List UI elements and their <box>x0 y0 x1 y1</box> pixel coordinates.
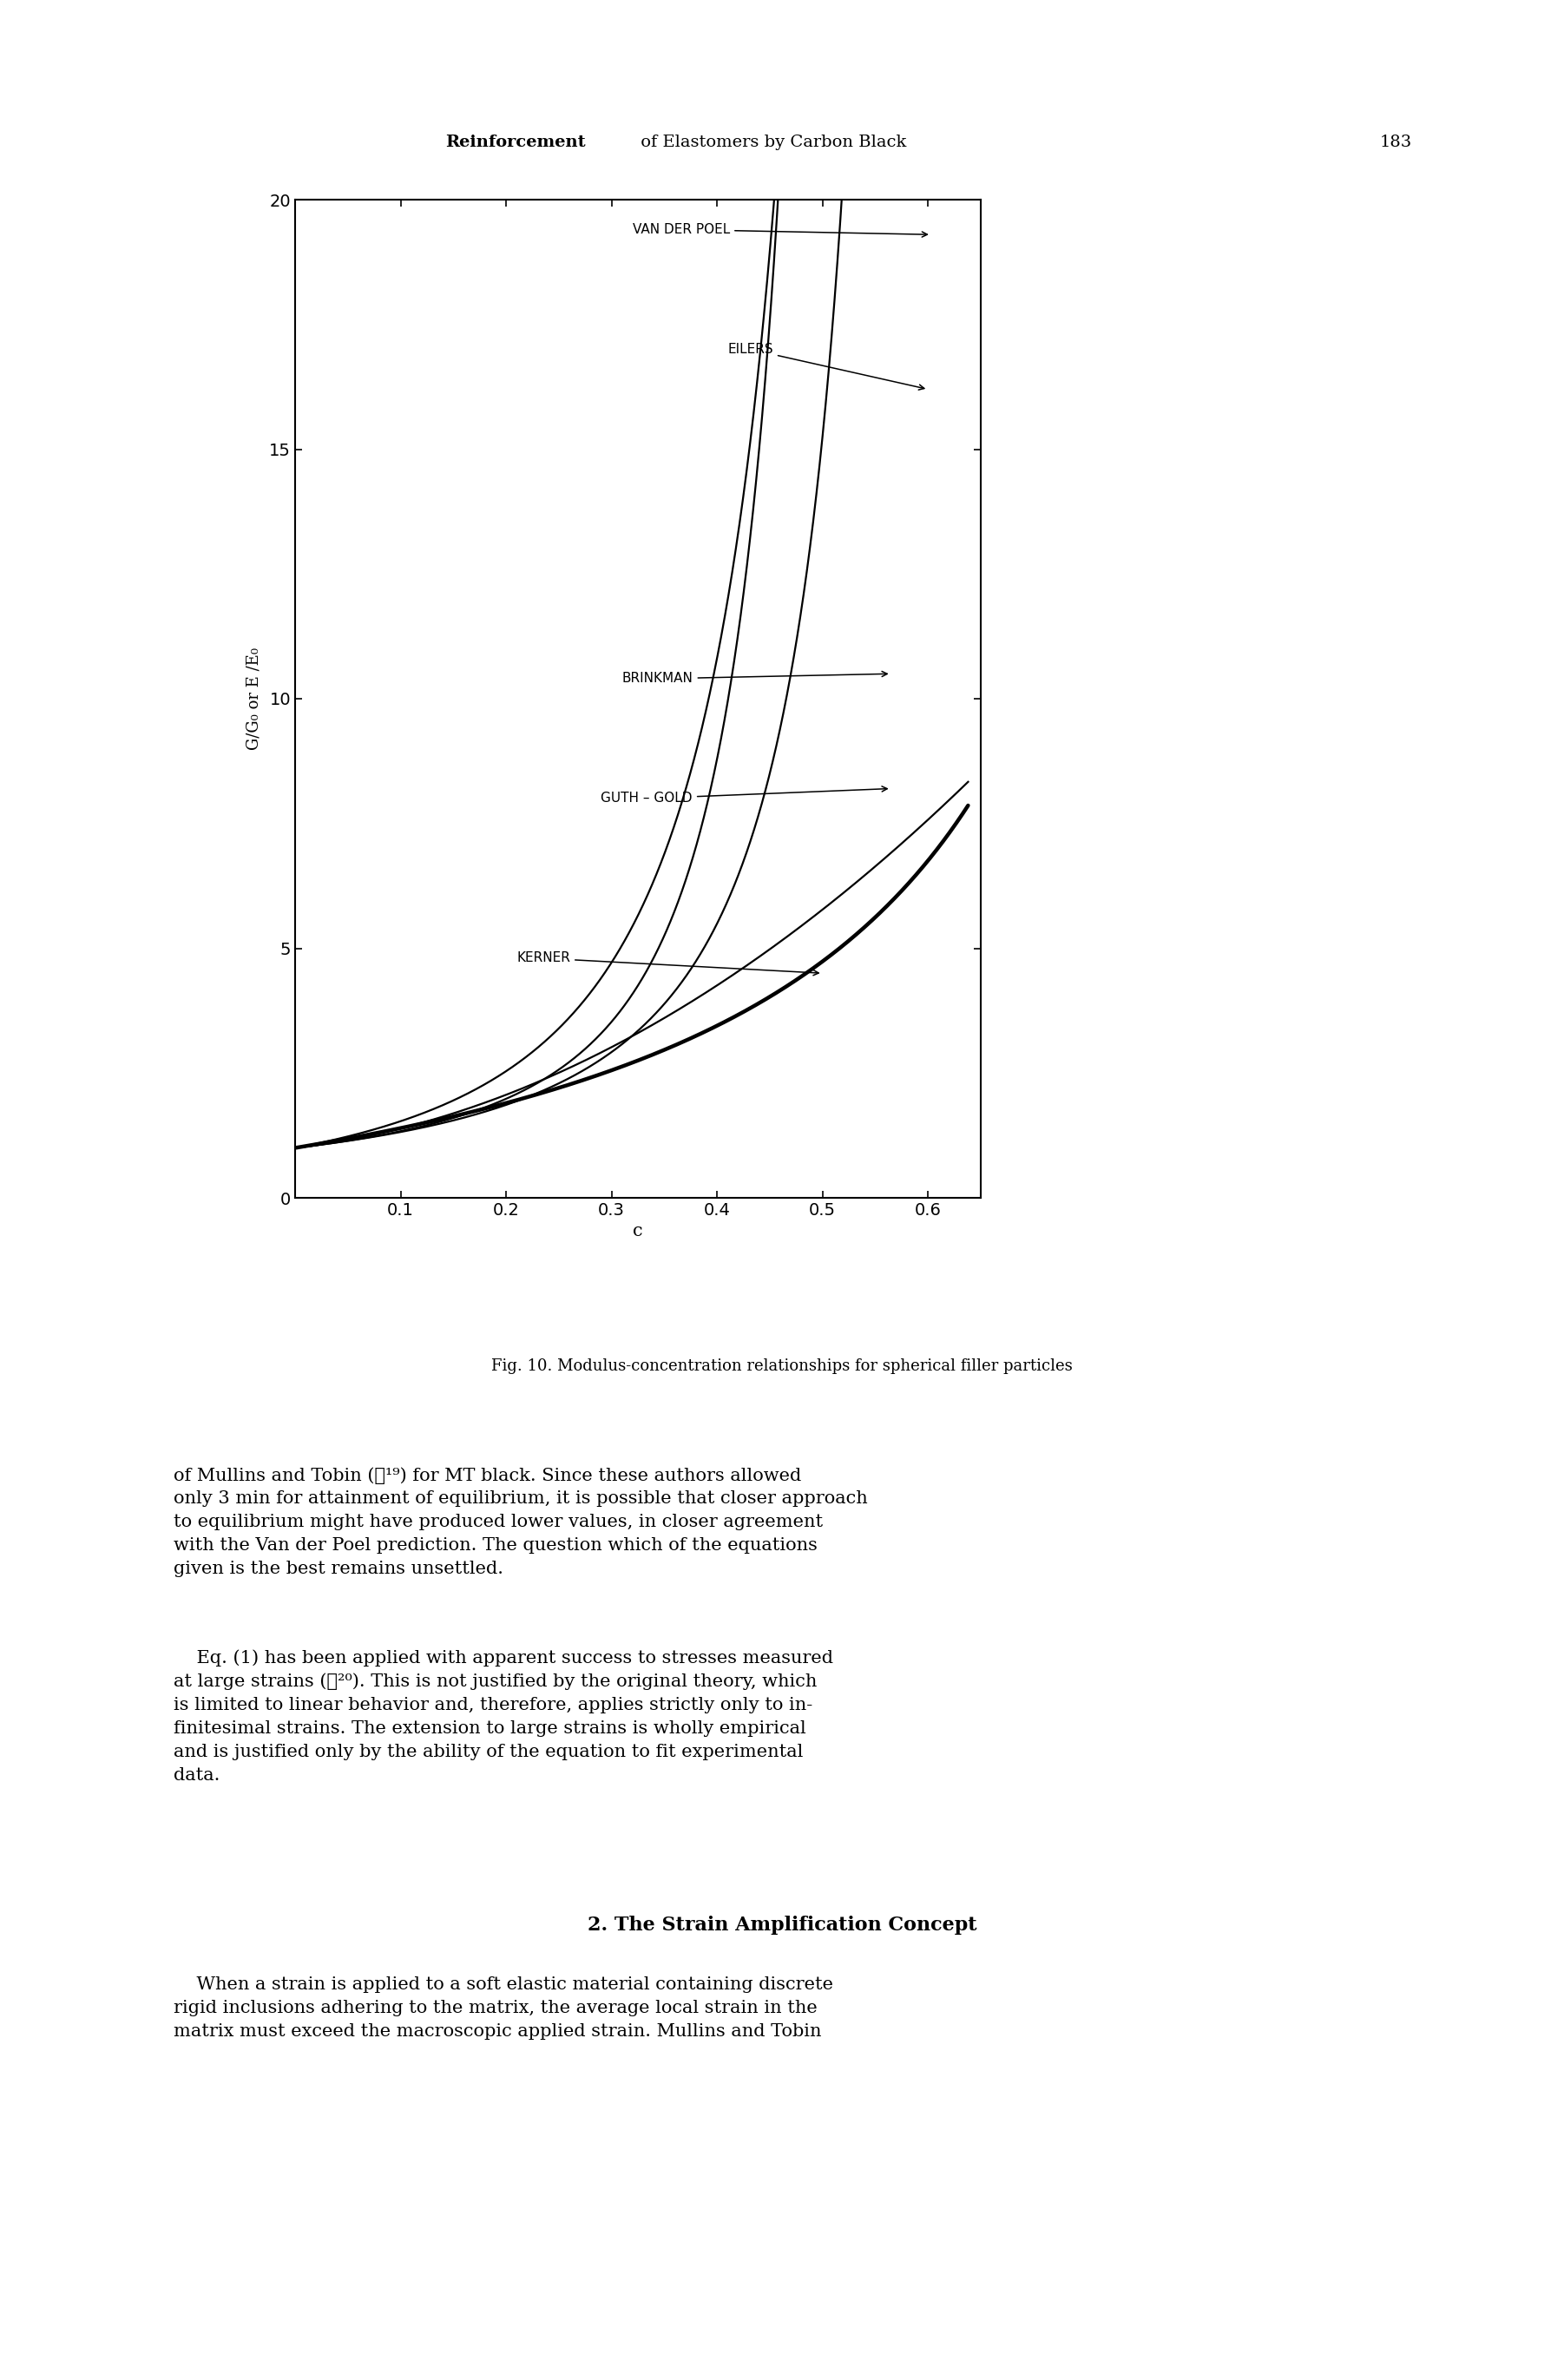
Text: KERNER: KERNER <box>516 952 818 976</box>
Y-axis label: G/G₀ or E /E₀: G/G₀ or E /E₀ <box>247 647 263 750</box>
Text: of Elastomers by Carbon Black: of Elastomers by Carbon Black <box>635 136 906 150</box>
Text: 183: 183 <box>1379 136 1412 150</box>
Text: EILERS: EILERS <box>727 343 924 390</box>
Text: 2. The Strain Amplification Concept: 2. The Strain Amplification Concept <box>588 1916 976 1935</box>
Text: of Mullins and Tobin (ℓ¹⁹) for MT black. Since these authors allowed
only 3 min : of Mullins and Tobin (ℓ¹⁹) for MT black.… <box>174 1466 868 1578</box>
Text: When a strain is applied to a soft elastic material containing discrete
rigid in: When a strain is applied to a soft elast… <box>174 1975 834 2040</box>
X-axis label: c: c <box>633 1223 643 1240</box>
Text: BRINKMAN: BRINKMAN <box>622 671 887 685</box>
Text: Eq. (1) has been applied with apparent success to stresses measured
at large str: Eq. (1) has been applied with apparent s… <box>174 1649 834 1783</box>
Text: Fig. 10. Modulus-concentration relationships for spherical filler particles: Fig. 10. Modulus-concentration relations… <box>491 1359 1073 1373</box>
Text: VAN DER POEL: VAN DER POEL <box>633 224 927 238</box>
Text: GUTH – GOLD: GUTH – GOLD <box>601 785 887 804</box>
Text: Reinforcement: Reinforcement <box>446 136 586 150</box>
